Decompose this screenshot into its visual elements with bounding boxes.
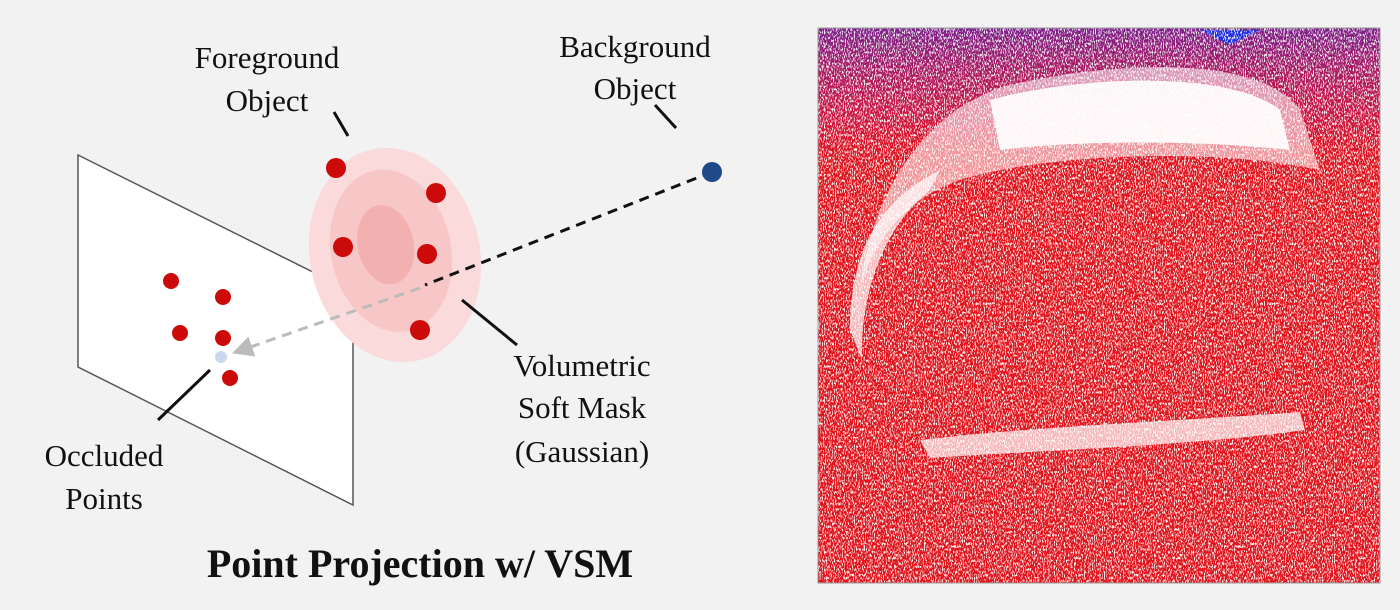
rendered-image [818,28,1380,583]
label: Occluded [45,438,164,473]
leader-lines [156,103,678,422]
foreground-points [326,158,446,340]
projected-points [163,273,238,386]
occluded-ray [232,286,421,357]
label: Object [226,83,309,118]
label: Soft Mask [518,390,647,425]
image-frame [817,27,1381,584]
image-plane [77,153,354,507]
label: Background [559,29,711,64]
label: Volumetric [513,348,650,383]
projection-ray [424,170,713,287]
label: (Gaussian) [515,434,649,469]
caption: Point Projection w/ VSM [207,541,633,586]
label: Points [65,481,143,516]
label: Object [594,71,677,106]
label: Foreground [195,40,340,75]
occluded-point [215,351,227,363]
background-point [702,162,722,182]
